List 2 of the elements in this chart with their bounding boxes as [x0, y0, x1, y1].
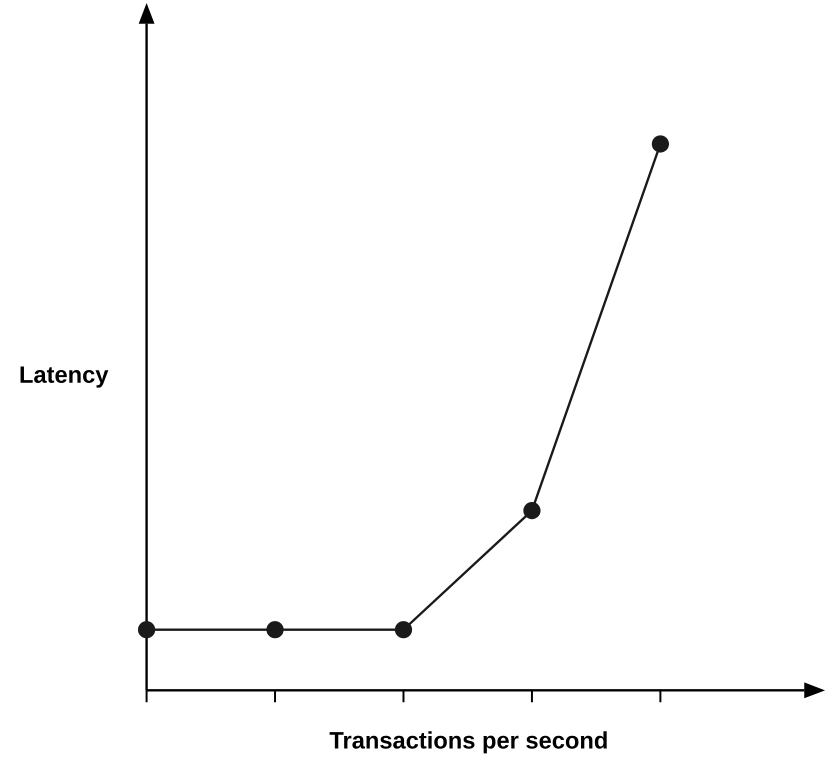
x-axis-title: Transactions per second: [330, 731, 607, 754]
y-axis-title: Latency: [20, 366, 108, 388]
